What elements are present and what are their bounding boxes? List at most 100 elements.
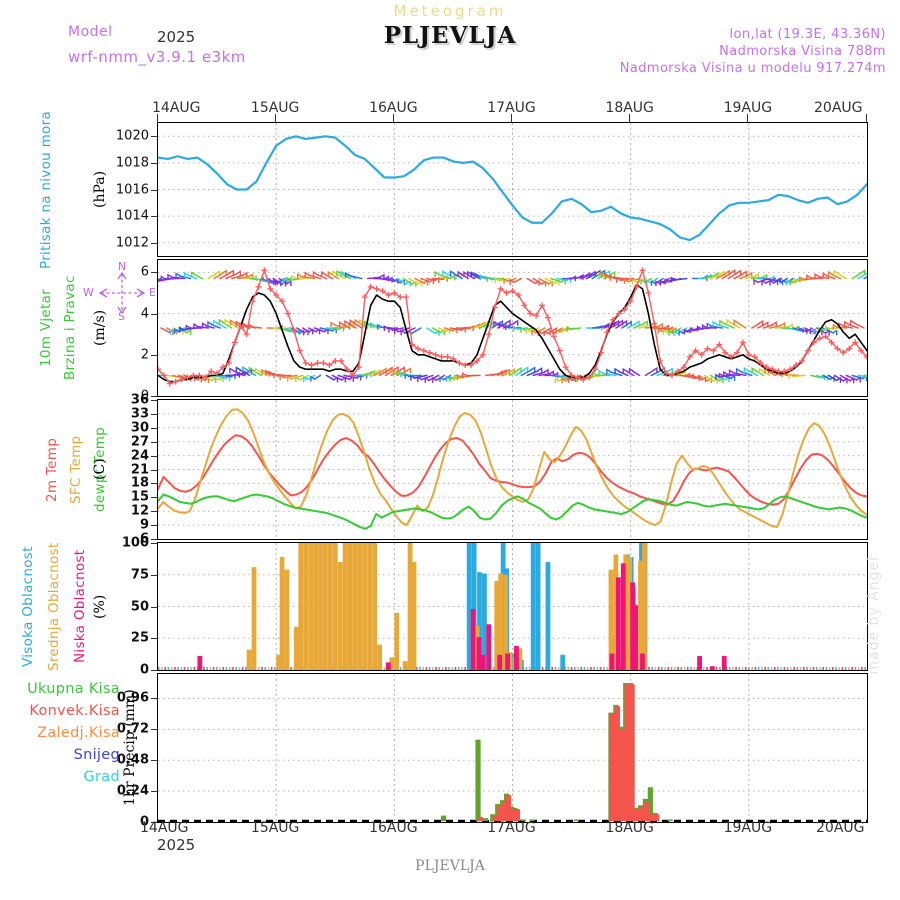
ytick-mark-temperature xyxy=(151,511,157,513)
station-metadata: lon,lat (19.3E, 43.36N) Nadmorska Visina… xyxy=(620,26,886,77)
panel-canvas-wind xyxy=(158,260,867,396)
elevation-text: Nadmorska Visina 788m xyxy=(719,44,886,59)
ytick-clouds: 50 xyxy=(130,599,149,614)
compass-south-label: S xyxy=(118,310,125,323)
ytick-mark-clouds xyxy=(151,606,157,608)
ytick-temperature: 21 xyxy=(130,462,149,477)
xtick-bottom-5: 19AUG xyxy=(723,820,773,836)
ytick-precip: 0.24 xyxy=(116,783,149,799)
ytick-mark-precip xyxy=(151,729,157,731)
ytick-clouds: 75 xyxy=(130,567,149,583)
ytick-mark-clouds xyxy=(151,670,157,671)
xtick-bottom-2: 16AUG xyxy=(369,820,418,836)
side-label-precip-1: Konvek.Kisa xyxy=(29,703,120,719)
ytick-mark-temperature xyxy=(151,483,157,485)
ytick-wind: 0 xyxy=(140,388,149,404)
compass-north-label: N xyxy=(118,260,127,273)
ytick-mark-precip xyxy=(151,791,157,793)
unit-label-pressure: (hPa) xyxy=(92,170,108,209)
ytick-mark-wind xyxy=(151,354,157,356)
ytick-wind: 2 xyxy=(140,347,149,363)
ytick-mark-precip xyxy=(151,760,157,762)
side-label-clouds-2: Niska Oblacnost xyxy=(72,549,88,664)
meteogram-label: Meteogram xyxy=(393,2,507,20)
wind-direction-compass: N S W E xyxy=(83,260,159,324)
ytick-mark-temperature xyxy=(151,400,157,401)
page-title: PLJEVLJA xyxy=(383,22,517,49)
compass-east-label: E xyxy=(149,286,156,299)
ytick-mark-temperature xyxy=(151,413,157,415)
compass-icon xyxy=(98,271,146,315)
lonlat-text: lon,lat (19.3E, 43.36N) xyxy=(729,27,886,42)
ytick-pressure: 1012 xyxy=(115,235,149,251)
xtick-bottom-1: 15AUG xyxy=(250,820,300,836)
ytick-temperature: 9 xyxy=(139,517,149,533)
year-bottom-label: 2025 xyxy=(157,836,196,854)
ytick-temperature: 6 xyxy=(139,531,149,547)
xtick-top-0: 14AUG xyxy=(152,100,201,116)
ytick-mark-pressure xyxy=(151,136,157,138)
xtick-mark-6 xyxy=(865,114,867,122)
xtick-top-2: 16AUG xyxy=(369,100,418,116)
ytick-pressure: 1020 xyxy=(115,128,149,144)
header: Meteogram Model wrf-nmm_v3.9.1 e3km PLJE… xyxy=(0,0,900,86)
ytick-mark-temperature xyxy=(151,427,157,429)
compass-west-label: W xyxy=(83,286,94,299)
ytick-temperature: 24 xyxy=(130,448,149,464)
ytick-mark-wind xyxy=(151,396,157,397)
ytick-mark-precip xyxy=(151,822,157,823)
ytick-precip: 0.96 xyxy=(116,690,149,706)
ytick-mark-wind xyxy=(151,272,157,274)
panel-clouds xyxy=(157,542,868,671)
ytick-wind: 6 xyxy=(140,264,149,280)
ytick-mark-temperature xyxy=(151,497,157,499)
footer-site-label: PLJEVLJA xyxy=(415,858,485,874)
model-label: Model xyxy=(68,24,113,40)
ytick-clouds: 100 xyxy=(121,535,149,551)
side-label-clouds-0: Visoka Oblacnost xyxy=(20,546,36,667)
ytick-clouds: 25 xyxy=(130,630,149,646)
watermark: made by Angel xyxy=(866,556,882,675)
side-label-precip-4: Grad xyxy=(83,769,120,785)
ytick-clouds: 0 xyxy=(139,662,149,678)
ytick-mark-precip xyxy=(151,698,157,700)
ytick-mark-temperature xyxy=(151,539,157,540)
ytick-mark-wind xyxy=(151,313,157,315)
ytick-pressure: 1014 xyxy=(115,208,149,224)
ytick-mark-clouds xyxy=(151,638,157,640)
year-top-label: 2025 xyxy=(157,28,196,46)
side-label-wind-0: 10m Vjetar xyxy=(38,288,54,368)
ytick-precip: 0.48 xyxy=(116,752,149,768)
ytick-temperature: 18 xyxy=(130,475,149,491)
ytick-mark-clouds xyxy=(151,543,157,544)
xtick-mark-5 xyxy=(747,114,749,122)
panel-canvas-precip xyxy=(158,674,867,822)
xtick-bottom-6: 20AUG xyxy=(816,820,865,836)
side-label-temperature-0: 2m Temp xyxy=(44,437,60,502)
ytick-pressure: 1018 xyxy=(115,155,149,171)
panel-precip xyxy=(157,673,868,823)
ytick-mark-temperature xyxy=(151,525,157,527)
side-label-temperature-1: SFC Temp xyxy=(68,435,84,504)
xtick-mark-3 xyxy=(511,114,512,122)
xtick-mark-4 xyxy=(629,114,631,122)
xtick-top-6: 20AUG xyxy=(814,100,863,116)
xtick-top-4: 18AUG xyxy=(605,100,654,116)
ytick-mark-pressure xyxy=(151,162,157,164)
xtick-mark-1 xyxy=(274,114,276,122)
xtick-top-1: 15AUG xyxy=(250,100,300,116)
ytick-mark-temperature xyxy=(151,455,157,457)
ytick-temperature: 12 xyxy=(130,503,149,519)
panel-canvas-pressure xyxy=(158,123,867,256)
xtick-bottom-4: 18AUG xyxy=(605,820,654,836)
ytick-precip: 0 xyxy=(139,814,149,830)
side-label-precip-3: Snijeg xyxy=(73,747,120,763)
ytick-precip: 0.72 xyxy=(116,721,149,737)
side-label-pressure-0: Pritisak na nivou mora xyxy=(38,110,54,269)
ytick-mark-clouds xyxy=(151,574,157,576)
ytick-temperature: 27 xyxy=(130,434,149,450)
xtick-mark-0 xyxy=(156,114,158,122)
unit-label-temperature: (C) xyxy=(92,458,108,481)
model-value: wrf-nmm_v3.9.1 e3km xyxy=(68,48,246,66)
